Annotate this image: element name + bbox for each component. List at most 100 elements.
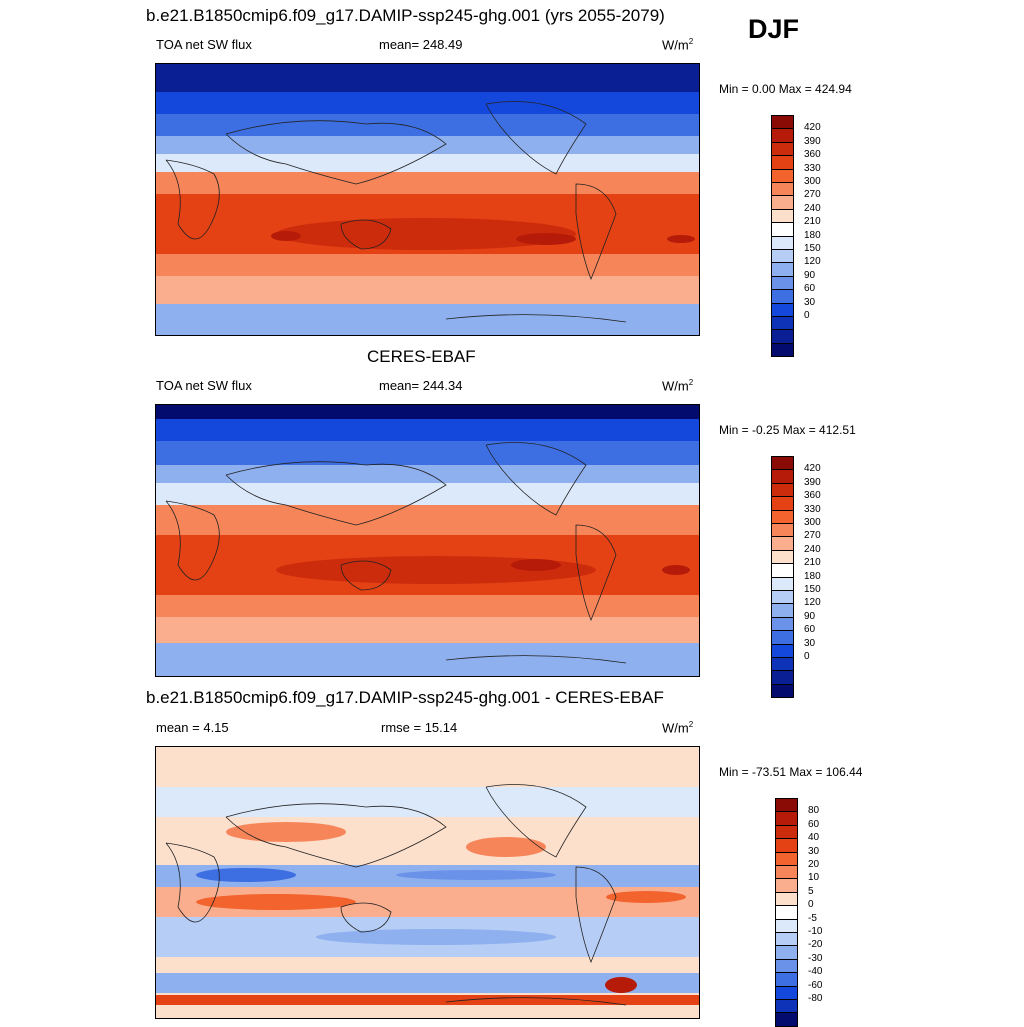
- colorbar-swatch: [775, 865, 798, 880]
- panel1-variable: TOA net SW flux: [156, 37, 252, 52]
- colorbar-label: 240: [804, 202, 821, 214]
- colorbar-label: 10: [808, 872, 820, 884]
- colorbar-swatch: [771, 549, 794, 565]
- colorbar-swatch: [771, 616, 794, 632]
- colorbar-label: 420: [804, 463, 821, 475]
- colorbar-swatch: [771, 670, 794, 685]
- colorbar-label: 150: [804, 584, 821, 595]
- colorbar-label: 330: [804, 503, 821, 515]
- colorbar-label: 60: [804, 624, 816, 636]
- colorbar-swatch: [775, 999, 798, 1014]
- colorbar-swatch: [771, 657, 794, 672]
- panel3-title: b.e21.B1850cmip6.f09_g17.DAMIP-ssp245-gh…: [146, 688, 664, 707]
- colorbar-swatch: [771, 590, 794, 605]
- colorbar-swatch: [771, 316, 794, 331]
- colorbar-swatch: [775, 1012, 798, 1027]
- colorbar-label: -40: [808, 966, 823, 978]
- colorbar-swatch: [771, 222, 794, 237]
- panel3-units: W/m2: [662, 720, 694, 736]
- colorbar-label: 30: [808, 845, 820, 857]
- colorbar-swatch: [775, 851, 798, 866]
- colorbar-swatch: [775, 811, 798, 826]
- colorbar-label: 60: [804, 283, 816, 295]
- colorbar-swatch: [771, 168, 794, 183]
- colorbar-label: 300: [804, 176, 821, 187]
- colorbar-swatch: [775, 824, 798, 840]
- colorbar-swatch: [771, 128, 794, 143]
- colorbar-label: 330: [804, 162, 821, 174]
- colorbar-label: 5: [808, 885, 814, 897]
- colorbar-label: -80: [808, 993, 823, 1004]
- colorbar-label: 180: [804, 570, 821, 582]
- colorbar-swatch: [775, 918, 798, 933]
- colorbar-swatch: [771, 289, 794, 304]
- colorbar-label: -10: [808, 926, 823, 937]
- panel3-mean: mean = 4.15: [156, 720, 229, 735]
- panel2-minmax: Min = -0.25 Max = 412.51: [719, 423, 856, 437]
- colorbar-label: 90: [804, 269, 816, 281]
- colorbar-swatch: [771, 643, 794, 658]
- colorbar-label: 20: [808, 859, 820, 870]
- colorbar-swatch: [771, 469, 794, 484]
- colorbar-label: 210: [804, 216, 821, 228]
- panel1-title: b.e21.B1850cmip6.f09_g17.DAMIP-ssp245-gh…: [146, 6, 665, 25]
- season-label: DJF: [748, 14, 800, 44]
- colorbar-swatch: [775, 972, 798, 987]
- colorbar-swatch: [771, 262, 794, 277]
- colorbar-swatch: [771, 496, 794, 511]
- colorbar-label: 30: [804, 296, 816, 308]
- panel1-minmax: Min = 0.00 Max = 424.94: [719, 82, 852, 96]
- colorbar-swatch: [775, 878, 798, 893]
- colorbar-swatch: [771, 115, 794, 130]
- colorbar-swatch: [771, 456, 794, 471]
- panel1-units: W/m2: [662, 37, 694, 53]
- panel2-map: [155, 404, 700, 677]
- colorbar-label: 240: [804, 543, 821, 555]
- colorbar-label: 80: [808, 805, 820, 817]
- colorbar-swatch: [775, 905, 798, 920]
- colorbar-label: 40: [808, 832, 820, 844]
- colorbar-label: 120: [804, 597, 821, 609]
- colorbar-swatch: [771, 536, 794, 551]
- colorbar-swatch: [775, 985, 798, 1000]
- colorbar-label: -30: [808, 952, 823, 964]
- colorbar-swatch: [775, 932, 798, 947]
- colorbar-swatch: [771, 683, 794, 699]
- colorbar-swatch: [775, 838, 798, 853]
- panel2-title: CERES-EBAF: [367, 347, 476, 366]
- colorbar-swatch: [771, 182, 794, 197]
- colorbar-swatch: [771, 302, 794, 317]
- colorbar-label: 0: [808, 899, 814, 911]
- colorbar-label: 0: [804, 310, 810, 321]
- colorbar-label: 90: [804, 610, 816, 622]
- colorbar-swatch: [771, 141, 794, 157]
- colorbar-label: 300: [804, 517, 821, 528]
- panel2-variable: TOA net SW flux: [156, 378, 252, 393]
- colorbar-swatch: [771, 603, 794, 618]
- colorbar-swatch: [775, 945, 798, 960]
- colorbar-swatch: [771, 342, 794, 358]
- colorbar-label: 120: [804, 256, 821, 268]
- colorbar-swatch: [771, 195, 794, 210]
- colorbar-label: 360: [804, 490, 821, 502]
- colorbar-label: 360: [804, 149, 821, 161]
- colorbar-label: 30: [804, 637, 816, 649]
- colorbar-label: 390: [804, 476, 821, 488]
- colorbar-label: 0: [804, 651, 810, 662]
- colorbar-label: 60: [808, 818, 820, 830]
- panel2-mean: mean= 244.34: [379, 378, 463, 393]
- colorbar-swatch: [771, 630, 794, 645]
- colorbar-swatch: [771, 155, 794, 170]
- panel3-minmax: Min = -73.51 Max = 106.44: [719, 765, 863, 779]
- panel2-units: W/m2: [662, 378, 694, 394]
- panel1-mean: mean= 248.49: [379, 37, 463, 52]
- colorbar-swatch: [771, 235, 794, 250]
- colorbar-swatch: [771, 523, 794, 538]
- colorbar-swatch: [771, 329, 794, 344]
- colorbar-label: 420: [804, 122, 821, 134]
- colorbar-label: 270: [804, 189, 821, 201]
- colorbar-swatch: [771, 563, 794, 578]
- colorbar-swatch: [771, 249, 794, 264]
- colorbar-label: 210: [804, 557, 821, 569]
- colorbar-swatch: [775, 891, 798, 907]
